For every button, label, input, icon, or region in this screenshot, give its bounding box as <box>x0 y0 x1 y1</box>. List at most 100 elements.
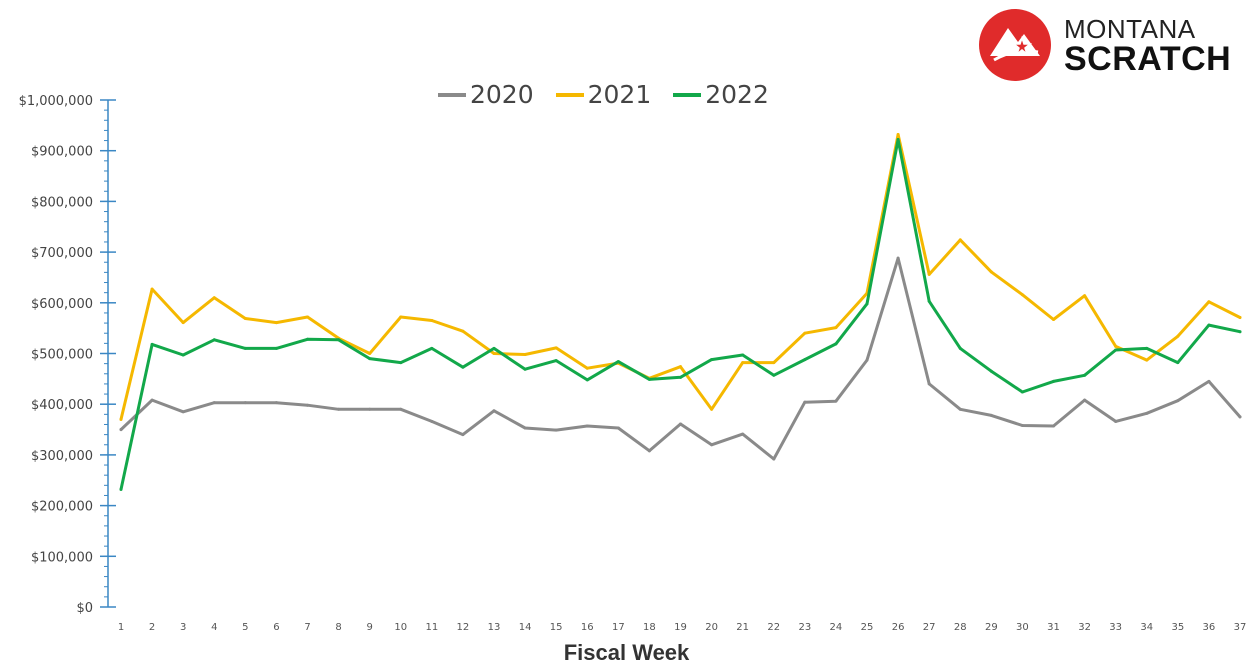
y-tick-label: $0 <box>76 601 93 616</box>
x-tick-label: 25 <box>861 622 874 633</box>
x-tick-label: 5 <box>242 622 248 633</box>
logo-badge-icon <box>979 9 1051 81</box>
data-point-2021 <box>150 287 154 291</box>
data-point-2021 <box>274 321 278 325</box>
data-point-2021 <box>896 132 900 136</box>
x-tick-label: 2 <box>149 622 155 633</box>
y-tick-label: $600,000 <box>31 297 93 312</box>
legend-label-2021: 2021 <box>587 80 652 109</box>
y-tick-label: $1,000,000 <box>19 94 93 109</box>
data-point-2020 <box>1238 415 1242 419</box>
data-point-2021 <box>523 353 527 357</box>
data-point-2021 <box>741 361 745 365</box>
x-tick-label: 12 <box>457 622 470 633</box>
x-tick-label: 30 <box>1016 622 1029 633</box>
data-point-2021 <box>585 366 589 370</box>
data-point-2021 <box>803 331 807 335</box>
y-tick-label: $800,000 <box>31 195 93 210</box>
data-point-2020 <box>1207 379 1211 383</box>
data-point-2022 <box>958 346 962 350</box>
data-point-2022 <box>741 353 745 357</box>
data-point-2022 <box>803 358 807 362</box>
x-tick-label: 11 <box>425 622 438 633</box>
y-tick-label: $200,000 <box>31 500 93 515</box>
x-tick-label: 13 <box>488 622 501 633</box>
data-point-2020 <box>865 358 869 362</box>
data-point-2022 <box>989 369 993 373</box>
data-point-2022 <box>1052 379 1055 383</box>
data-point-2022 <box>679 375 682 379</box>
x-tick-label: 27 <box>923 622 936 633</box>
data-point-2021 <box>212 296 216 300</box>
data-point-2022 <box>647 377 651 381</box>
logo-text-bottom: SCRATCH <box>1064 40 1232 78</box>
data-point-2021 <box>1020 293 1024 297</box>
x-tick-label: 17 <box>612 622 625 633</box>
data-point-2022 <box>243 346 247 350</box>
y-tick-label: $400,000 <box>31 398 93 413</box>
data-point-2022 <box>896 138 900 142</box>
legend-item-2022: 2022 <box>673 80 769 109</box>
chart-legend: 2020 2021 2022 <box>438 80 769 109</box>
data-point-2021 <box>181 321 185 325</box>
data-point-2022 <box>1176 361 1180 365</box>
data-point-2020 <box>1176 399 1180 403</box>
x-tick-label: 15 <box>550 622 563 633</box>
series-line-2022 <box>119 138 1242 491</box>
legend-swatch-2020 <box>438 92 466 97</box>
y-tick-label: $100,000 <box>31 550 93 565</box>
x-tick-label: 24 <box>830 622 843 633</box>
data-point-2020 <box>679 422 682 426</box>
data-point-2022 <box>274 346 278 350</box>
x-tick-label: 8 <box>335 622 341 633</box>
data-point-2021 <box>368 352 372 355</box>
y-tick-label: $500,000 <box>31 348 93 363</box>
data-point-2022 <box>212 338 216 342</box>
data-point-2022 <box>710 358 714 362</box>
x-tick-label: 1 <box>118 622 124 633</box>
data-point-2020 <box>368 407 372 411</box>
y-tick-label: $300,000 <box>31 449 93 464</box>
data-point-2020 <box>834 399 838 403</box>
data-point-2022 <box>1207 323 1211 327</box>
x-tick-label: 4 <box>211 622 217 633</box>
data-point-2021 <box>430 319 434 323</box>
data-point-2021 <box>1114 344 1118 348</box>
legend-item-2020: 2020 <box>438 80 534 109</box>
data-point-2021 <box>834 326 838 330</box>
data-point-2020 <box>1083 398 1087 402</box>
data-point-2021 <box>492 352 496 355</box>
y-tick-label: $700,000 <box>31 246 93 261</box>
data-point-2020 <box>616 426 620 430</box>
x-tick-label: 26 <box>892 622 905 633</box>
data-point-2020 <box>461 433 465 437</box>
data-point-2022 <box>1083 373 1087 377</box>
data-point-2022 <box>772 373 776 377</box>
data-point-2020 <box>119 428 123 432</box>
data-point-2020 <box>1020 423 1024 427</box>
data-point-2020 <box>243 401 247 405</box>
series-layer <box>119 132 1242 491</box>
data-point-2021 <box>306 315 309 319</box>
data-point-2022 <box>430 346 434 350</box>
x-tick-label: 19 <box>674 622 687 633</box>
x-tick-label: 9 <box>366 622 372 633</box>
data-point-2020 <box>492 409 496 413</box>
data-point-2021 <box>243 317 247 321</box>
data-point-2020 <box>337 407 341 411</box>
data-point-2020 <box>741 432 745 436</box>
data-point-2022 <box>1145 346 1149 350</box>
data-point-2020 <box>523 426 527 430</box>
x-tick-label: 6 <box>273 622 279 633</box>
data-point-2021 <box>989 270 993 274</box>
data-point-2021 <box>1083 294 1087 298</box>
x-tick-label: 22 <box>767 622 780 633</box>
data-point-2021 <box>1207 300 1211 304</box>
x-tick-label: 28 <box>954 622 967 633</box>
data-point-2021 <box>927 272 931 276</box>
data-point-2020 <box>772 457 776 461</box>
data-point-2021 <box>710 407 714 411</box>
x-tick-label: 36 <box>1203 622 1216 633</box>
data-point-2022 <box>585 378 589 382</box>
data-point-2022 <box>492 346 496 350</box>
